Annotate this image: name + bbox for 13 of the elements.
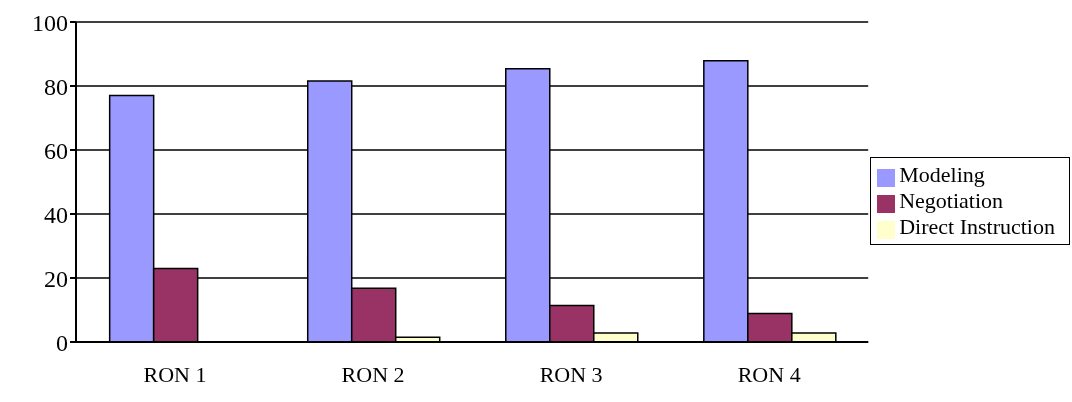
x-tick-label: RON 4: [737, 361, 801, 387]
x-tick-label: RON 3: [539, 361, 603, 387]
y-tick-label: 100: [32, 9, 68, 36]
x-tick-label: RON 2: [341, 361, 405, 387]
legend-label: Modeling: [899, 162, 985, 187]
y-tick-label: 20: [44, 265, 68, 292]
y-tick-label: 40: [44, 201, 68, 228]
y-tick-label: 0: [56, 329, 68, 356]
legend-label: Negotiation: [899, 188, 1004, 213]
x-tick-label: RON 1: [143, 361, 207, 387]
y-tick-label: 60: [44, 137, 68, 164]
legend-label: Direct Instruction: [899, 214, 1055, 239]
y-tick-label: 80: [44, 73, 68, 100]
